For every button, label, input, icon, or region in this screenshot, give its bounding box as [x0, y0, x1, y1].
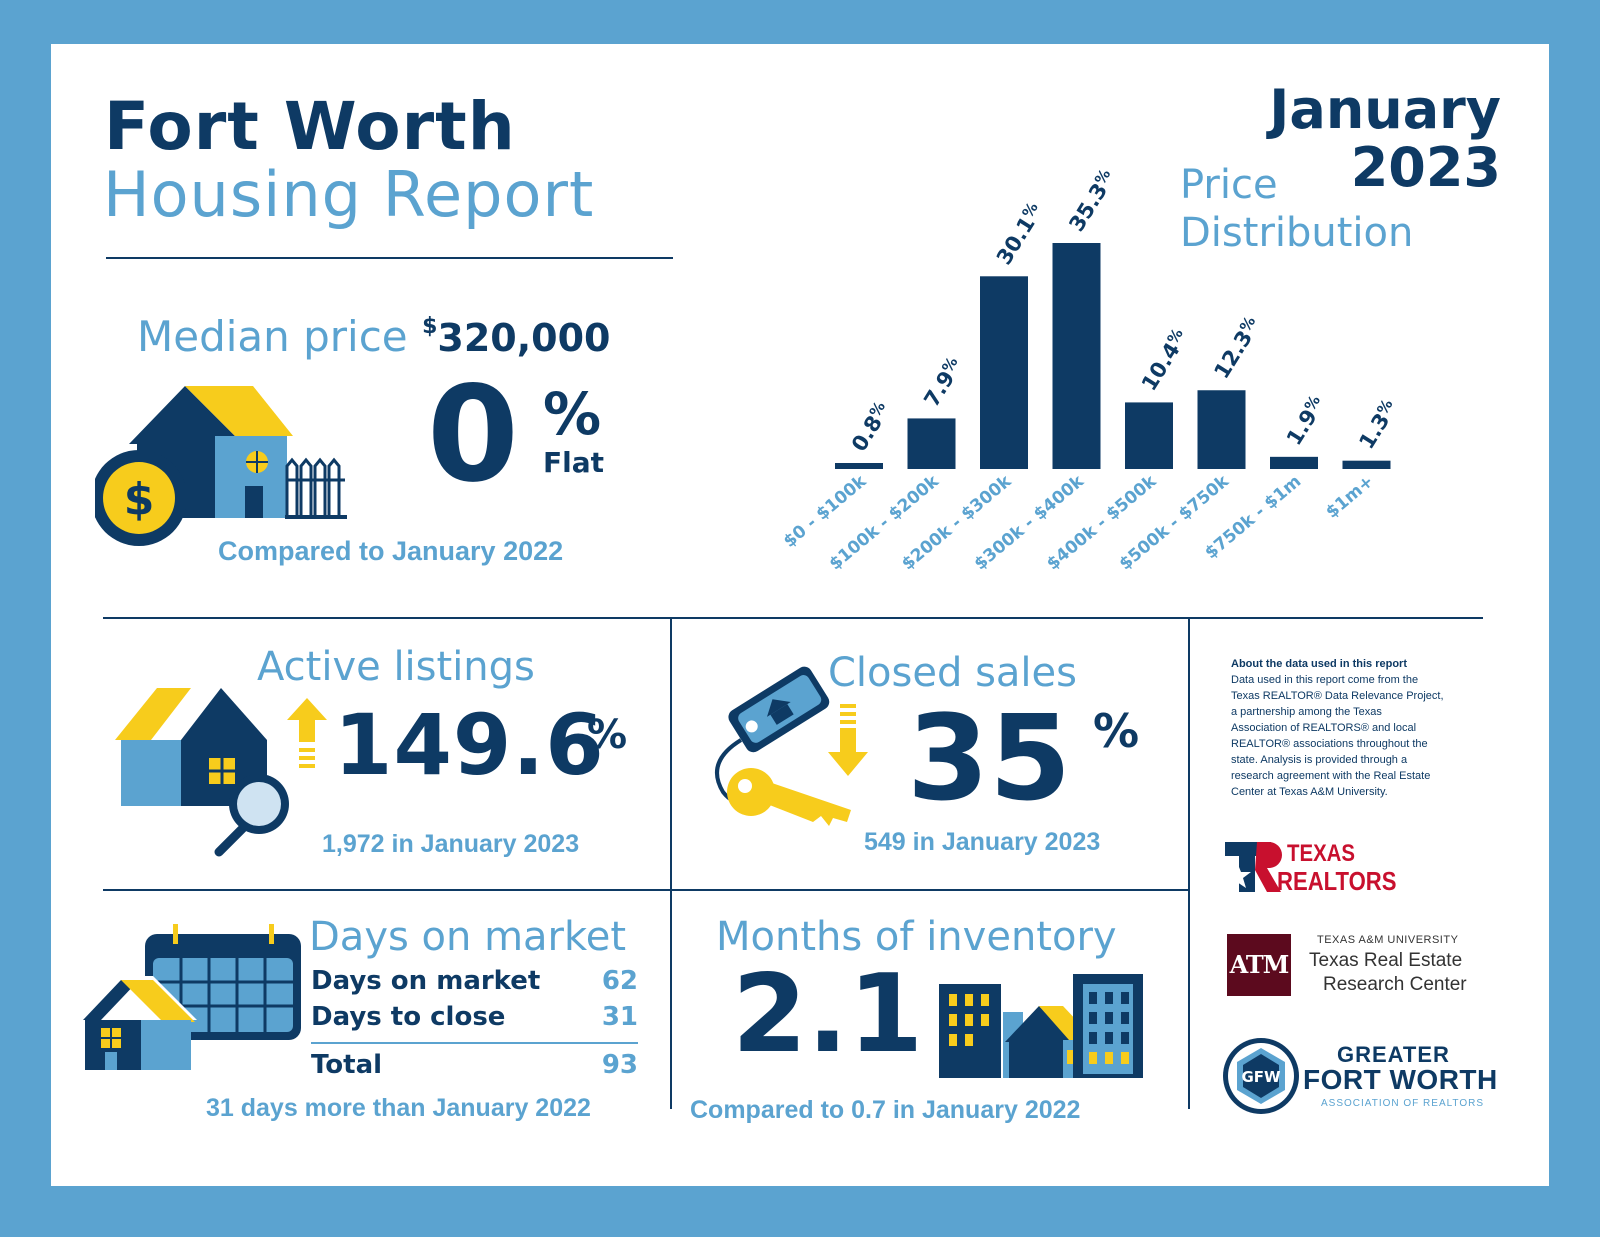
gfw-logo: GFW GREATER FORT WORTH ASSOCIATION OF RE…	[1219, 1036, 1509, 1116]
tamu-monogram: ATM	[1227, 934, 1291, 996]
texas-realtors-line1: TEXAS	[1287, 840, 1356, 867]
svg-text:$: $	[124, 474, 155, 525]
bar-value-label-7: 1.3%	[1354, 396, 1403, 454]
active-listings-title: Active listings	[257, 644, 535, 690]
bar-value-label-4: 10.4%	[1136, 325, 1193, 395]
chart-title-line2: Distribution	[1180, 210, 1414, 256]
dom-total-label: Total	[311, 1050, 383, 1080]
active-listings-unit: %	[587, 712, 628, 758]
median-change-word: Flat	[543, 446, 605, 479]
bar-0	[835, 463, 883, 469]
column-divider-2	[1188, 619, 1190, 1109]
tamu-monogram-text: ATM	[1229, 950, 1290, 979]
months-inventory-value: 2.1	[732, 952, 924, 1077]
bar-2	[980, 276, 1028, 469]
about-heading: About the data used in this report	[1231, 658, 1408, 670]
report-title: Housing Report	[103, 158, 595, 231]
median-price-row: Median price $320,000	[137, 312, 611, 361]
bar-1	[907, 418, 956, 469]
city-buildings-icon	[939, 974, 1143, 1078]
about-line: Center at Texas A&M University.	[1231, 786, 1388, 798]
year-title: 2023	[1350, 136, 1501, 199]
median-price-value: 320,000	[437, 316, 611, 360]
dom-row-value-2: 31	[601, 1002, 638, 1032]
tamu-line2: Research Center	[1323, 974, 1467, 995]
house-search-icon	[115, 688, 289, 857]
calendar-house-icon	[79, 924, 301, 1070]
about-line: research agreement with the Real Estate	[1231, 770, 1431, 782]
about-data-block: About the data used in this report Data …	[1231, 656, 1521, 800]
report-frame: Fort Worth Housing Report January 2023 P…	[51, 44, 1549, 1186]
month-title: January	[1269, 78, 1501, 141]
closed-sales-title: Closed sales	[828, 650, 1077, 696]
house-money-icon: $	[95, 386, 347, 546]
column-divider-1	[670, 619, 672, 1109]
tamu-university: TEXAS A&M UNIVERSITY	[1317, 934, 1459, 946]
closed-sales-detail: 549 in January 2023	[864, 828, 1101, 856]
active-listings-detail: 1,972 in January 2023	[322, 830, 580, 858]
about-line: Data used in this report come from the	[1231, 674, 1419, 686]
dom-total-rule	[311, 1042, 638, 1044]
tamu-line1: Texas Real Estate	[1309, 950, 1463, 971]
dom-total-value: 93	[601, 1050, 638, 1080]
about-line: Texas REALTOR® Data Relevance Project,	[1231, 690, 1444, 702]
median-comparison: Compared to January 2022	[218, 536, 564, 566]
texas-realtors-logo: TEXAS REALTORS	[1225, 840, 1415, 896]
dom-row-value-1: 62	[601, 966, 638, 996]
bar-3	[1052, 243, 1101, 469]
dom-row-label-1: Days on market	[311, 966, 541, 996]
up-arrow-icon	[287, 698, 327, 768]
about-line: Association of REALTORS® and local	[1231, 722, 1417, 734]
about-line: state. Analysis is provided through a	[1231, 754, 1408, 766]
category-label-7: $1m+	[1322, 472, 1377, 523]
tamu-logo: ATM TEXAS A&M UNIVERSITY Texas Real Esta…	[1227, 930, 1517, 1000]
texas-realtors-mark	[1225, 842, 1282, 892]
bar-value-label-1: 7.9%	[919, 354, 968, 412]
bar-value-label-0: 0.8%	[846, 398, 895, 456]
gfw-line3: ASSOCIATION OF REALTORS	[1321, 1098, 1485, 1109]
chart-title-line1: Price	[1180, 162, 1278, 208]
bar-value-label-5: 12.3%	[1209, 313, 1266, 383]
city-title: Fort Worth	[104, 88, 516, 165]
closed-sales-value: 35	[907, 689, 1072, 827]
gfw-mark: GFW	[1223, 1038, 1299, 1114]
about-line: REALTOR® associations throughout the	[1231, 738, 1428, 750]
down-arrow-icon	[828, 704, 868, 776]
months-inventory-detail: Compared to 0.7 in January 2022	[690, 1096, 1081, 1124]
bar-value-label-6: 1.9%	[1281, 392, 1330, 450]
bar-7	[1342, 460, 1391, 469]
section-divider-middle	[103, 889, 1190, 891]
days-on-market-detail: 31 days more than January 2022	[206, 1094, 591, 1122]
months-inventory-title: Months of inventory	[716, 914, 1117, 960]
gfw-line1: GREATER	[1337, 1042, 1450, 1067]
title-divider	[106, 257, 673, 259]
about-line: a partnership among the Texas	[1231, 706, 1382, 718]
active-listings-value: 149.6	[334, 696, 605, 794]
closed-sales-unit: %	[1093, 704, 1140, 758]
texas-realtors-line2: REALTORS	[1277, 866, 1397, 896]
gfw-monogram: GFW	[1241, 1068, 1281, 1086]
median-price-label: Median price	[137, 312, 408, 361]
bar-value-label-3: 35.3%	[1064, 166, 1121, 236]
section-divider-top	[103, 617, 1483, 619]
median-change-unit: %	[543, 380, 602, 448]
bar-5	[1197, 390, 1246, 469]
bar-4	[1125, 402, 1173, 469]
days-on-market-title: Days on market	[309, 914, 627, 960]
bar-6	[1270, 456, 1318, 469]
median-price-currency: $	[422, 314, 438, 339]
median-change-value: 0	[427, 358, 519, 512]
dom-row-label-2: Days to close	[311, 1002, 506, 1032]
gfw-line2: FORT WORTH	[1303, 1064, 1498, 1095]
tag-key-icon	[715, 666, 851, 826]
bar-value-label-2: 30.1%	[991, 199, 1048, 269]
